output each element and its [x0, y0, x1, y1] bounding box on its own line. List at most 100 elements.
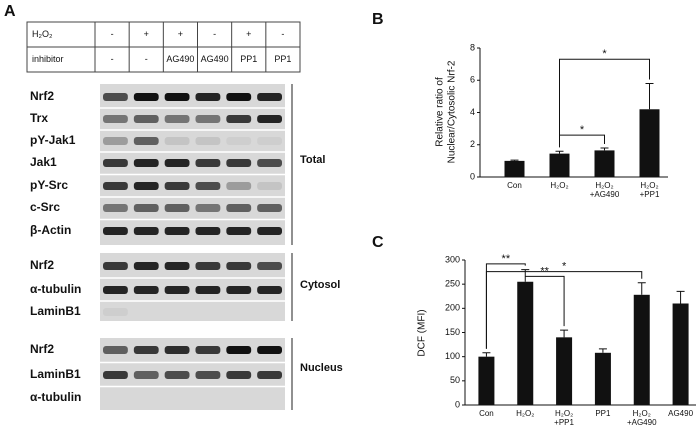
- x-tick-label: H₂O₂: [550, 181, 568, 190]
- blot-image: [100, 84, 285, 245]
- row-label: Trx: [30, 111, 48, 125]
- band: [226, 115, 252, 123]
- band: [195, 93, 221, 101]
- bar: [672, 303, 689, 405]
- y-tick-label: 100: [445, 351, 460, 361]
- band: [195, 371, 221, 379]
- error-bar: [637, 282, 646, 295]
- group-label: Cytosol: [300, 279, 340, 291]
- band: [133, 346, 159, 354]
- significance-bracket: [485, 271, 643, 349]
- band: [226, 159, 252, 167]
- x-tick-label: H₂O₂ +AG490: [590, 181, 620, 199]
- band: [195, 286, 221, 294]
- band: [164, 346, 190, 354]
- row-label: Nrf2: [30, 342, 54, 356]
- y-tick-label: 0: [470, 171, 475, 181]
- error-bar: [645, 82, 654, 110]
- row-label: c-Src: [30, 200, 60, 214]
- band: [226, 204, 252, 212]
- row-label: pY-Src: [30, 178, 68, 192]
- row-label: Nrf2: [30, 258, 54, 272]
- error-bar: [676, 290, 685, 304]
- band: [103, 371, 128, 379]
- y-axis-label: DCF (MFI): [417, 309, 428, 356]
- header-cell: AG490: [166, 54, 194, 64]
- band: [257, 286, 282, 294]
- blot-image: [100, 253, 285, 321]
- row-label: LaminB1: [30, 367, 81, 381]
- band: [133, 93, 159, 101]
- y-tick-label: 6: [470, 75, 475, 85]
- band: [103, 93, 128, 101]
- band: [133, 227, 159, 235]
- band: [226, 286, 252, 294]
- y-tick-label: 250: [445, 279, 460, 289]
- band: [195, 137, 221, 145]
- bar: [594, 352, 611, 405]
- y-tick-label: 150: [445, 327, 460, 337]
- row-label: β-Actin: [30, 223, 71, 237]
- significance-label: **: [502, 253, 511, 265]
- band: [257, 137, 282, 145]
- row-label: α-tubulin: [30, 282, 81, 296]
- band: [257, 182, 282, 190]
- x-tick-label: AG490: [668, 409, 693, 418]
- x-tick-label: H₂O₂: [516, 409, 534, 418]
- band: [164, 262, 190, 270]
- error-bar: [560, 329, 569, 338]
- band: [103, 137, 128, 145]
- row-label: LaminB1: [30, 304, 81, 318]
- band: [133, 262, 159, 270]
- group-label: Total: [300, 154, 325, 166]
- band: [164, 159, 190, 167]
- band: [195, 262, 221, 270]
- y-tick-label: 8: [470, 42, 475, 52]
- y-tick-label: 0: [455, 399, 460, 409]
- error-bar: [600, 147, 609, 151]
- header-cell: AG490: [201, 54, 229, 64]
- row-label: Jak1: [30, 155, 57, 169]
- header-label: inhibitor: [32, 54, 64, 64]
- significance-bracket: [559, 134, 605, 148]
- band: [226, 137, 252, 145]
- band: [195, 182, 221, 190]
- bar: [556, 337, 573, 405]
- band: [195, 115, 221, 123]
- band: [164, 137, 190, 145]
- x-tick-label: H₂O₂ +PP1: [554, 409, 574, 427]
- row-label: α-tubulin: [30, 390, 81, 404]
- band: [257, 204, 282, 212]
- band: [103, 346, 128, 354]
- band: [164, 371, 190, 379]
- band: [164, 93, 190, 101]
- error-bar: [598, 348, 607, 353]
- band: [103, 262, 128, 270]
- row-label: Nrf2: [30, 89, 54, 103]
- x-tick-label: H₂O₂ +AG490: [627, 409, 657, 427]
- blot-image: [100, 338, 285, 410]
- band: [195, 346, 221, 354]
- x-tick-label: PP1: [595, 409, 611, 418]
- y-axis-label: Relative ratio of: [435, 77, 446, 147]
- y-axis-label: Nuclear/Cytosolic Nrf-2: [447, 60, 458, 163]
- band: [164, 182, 190, 190]
- bar: [594, 150, 615, 177]
- panel-label: B: [372, 11, 384, 28]
- band: [103, 308, 128, 316]
- significance-label: *: [602, 48, 607, 60]
- significance-label: *: [562, 261, 567, 273]
- x-tick-label: Con: [479, 409, 494, 418]
- y-tick-label: 200: [445, 303, 460, 313]
- bar: [517, 281, 534, 405]
- header-cell: +: [178, 29, 183, 39]
- header-cell: PP1: [240, 54, 257, 64]
- band: [133, 115, 159, 123]
- header-cell: -: [145, 54, 148, 64]
- significance-bracket: [525, 275, 565, 327]
- band: [257, 93, 282, 101]
- band: [257, 227, 282, 235]
- header-cell: PP1: [274, 54, 291, 64]
- error-bar: [482, 352, 491, 357]
